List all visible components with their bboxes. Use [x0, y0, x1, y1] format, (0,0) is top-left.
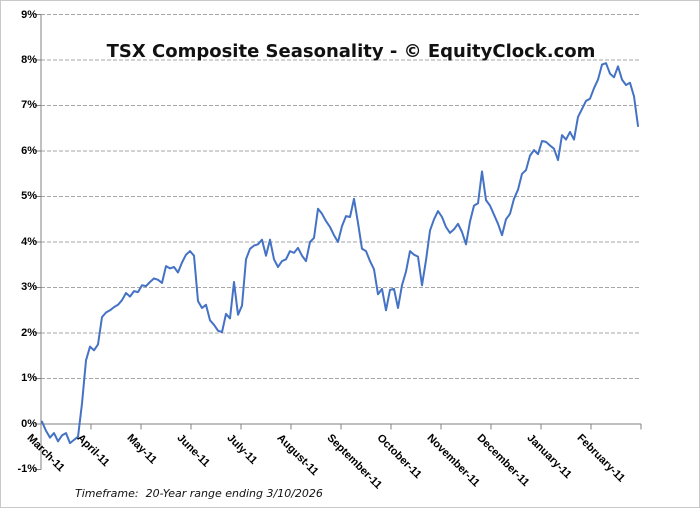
chart-title: TSX Composite Seasonality - © EquityCloc… — [106, 41, 596, 62]
y-tick-label: 9% — [21, 9, 37, 21]
y-tick-label: 0% — [21, 418, 37, 430]
axes — [35, 14, 642, 470]
seasonality-series-line — [41, 62, 639, 445]
y-tick-label: 6% — [21, 145, 37, 157]
y-tick-label: 7% — [21, 99, 37, 111]
y-tick-label: 5% — [21, 190, 37, 202]
y-tick-label: 2% — [21, 327, 37, 339]
y-tick-label: 1% — [21, 372, 37, 384]
gridlines — [41, 14, 641, 379]
y-tick-label: 8% — [21, 54, 37, 66]
y-tick-label: 3% — [21, 281, 37, 293]
timeframe-note: Timeframe: 20-Year range ending 3/10/202… — [75, 487, 323, 500]
y-tick-label: 4% — [21, 236, 37, 248]
y-tick-label: -1% — [17, 463, 37, 475]
